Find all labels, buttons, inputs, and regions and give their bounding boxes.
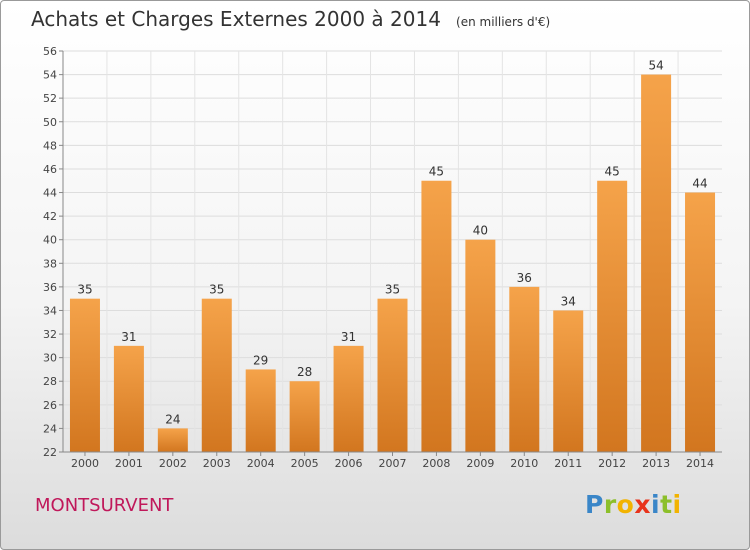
logo-letter: i <box>651 490 661 519</box>
bar-value-label: 31 <box>341 330 356 344</box>
y-tick-label: 34 <box>43 304 57 317</box>
title-row: Achats et Charges Externes 2000 à 2014 (… <box>31 7 550 31</box>
proxiti-logo: Proxiti <box>585 490 682 519</box>
bar <box>597 180 628 452</box>
bar-value-label: 35 <box>77 283 92 297</box>
bar-value-label: 54 <box>648 59 663 73</box>
x-tick-label: 2009 <box>466 457 494 470</box>
bar <box>377 298 408 452</box>
bar <box>201 298 232 452</box>
logo-letter: t <box>660 490 673 519</box>
x-tick-label: 2002 <box>159 457 187 470</box>
bar-value-labels: 35 31 24 35 29 28 31 35 45 40 36 34 45 54 44 <box>77 59 707 427</box>
x-tick-label: 2004 <box>247 457 275 470</box>
y-tick-label: 42 <box>43 210 57 223</box>
bar-value-label: 44 <box>692 177 707 191</box>
bar-value-label: 34 <box>561 294 576 308</box>
x-tick-labels: 2000 2001 2002 2003 2004 2005 2006 2007 2008 2009… <box>71 457 714 470</box>
logo-letter: i <box>672 490 682 519</box>
y-tick-label: 22 <box>43 446 57 459</box>
logo-letter: r <box>603 490 617 519</box>
bar-value-label: 35 <box>385 283 400 297</box>
x-tick-label: 2007 <box>379 457 407 470</box>
y-tick-label: 48 <box>43 139 57 152</box>
bar-value-label: 29 <box>253 353 268 367</box>
y-tick-label: 36 <box>43 281 57 294</box>
y-tick-label: 52 <box>43 92 57 105</box>
bar <box>157 428 188 452</box>
bar-value-label: 24 <box>165 412 180 426</box>
bar-value-label: 28 <box>297 365 312 379</box>
x-tick-label: 2011 <box>554 457 582 470</box>
bar-value-label: 36 <box>517 271 532 285</box>
x-tick-label: 2005 <box>291 457 319 470</box>
bar <box>421 180 452 452</box>
y-tick-label: 26 <box>43 399 57 412</box>
y-tick-label: 38 <box>43 257 57 270</box>
bar-value-label: 45 <box>429 165 444 179</box>
x-tick-label: 2003 <box>203 457 231 470</box>
y-tick-label: 40 <box>43 234 57 247</box>
bar <box>465 239 496 452</box>
bar <box>641 74 672 453</box>
bar <box>113 345 144 452</box>
y-tick-label: 28 <box>43 375 57 388</box>
bars <box>69 74 716 453</box>
y-tick-label: 56 <box>43 45 57 58</box>
x-tick-label: 2013 <box>642 457 670 470</box>
axes <box>59 50 722 456</box>
bar-value-label: 40 <box>473 224 488 238</box>
y-tick-label: 32 <box>43 328 57 341</box>
bar <box>685 192 716 452</box>
y-tick-label: 46 <box>43 163 57 176</box>
x-tick-label: 2012 <box>598 457 626 470</box>
bar <box>333 345 364 452</box>
bar <box>245 369 276 452</box>
bar <box>553 310 584 452</box>
y-tick-labels: 22 24 26 28 30 32 34 36 38 40 42 44 46 48 50 52 54 56 <box>43 45 57 459</box>
y-tick-label: 54 <box>43 69 57 82</box>
x-tick-label: 2010 <box>510 457 538 470</box>
y-tick-label: 30 <box>43 352 57 365</box>
chart-title: Achats et Charges Externes 2000 à 2014 <box>31 7 441 31</box>
bar-value-label: 31 <box>121 330 136 344</box>
commune-name: MONTSURVENT <box>35 495 174 516</box>
y-tick-label: 24 <box>43 422 57 435</box>
bar <box>509 286 540 452</box>
x-tick-label: 2000 <box>71 457 99 470</box>
chart-subtitle: (en milliers d'€) <box>456 15 551 29</box>
y-tick-label: 50 <box>43 116 57 129</box>
x-tick-label: 2006 <box>335 457 363 470</box>
logo-letter: P <box>585 490 604 519</box>
x-tick-label: 2001 <box>115 457 143 470</box>
x-tick-label: 2008 <box>422 457 450 470</box>
y-tick-label: 44 <box>43 187 57 200</box>
x-tick-label: 2014 <box>686 457 714 470</box>
logo-letter: x <box>634 490 651 519</box>
bar <box>69 298 100 452</box>
bar-value-label: 45 <box>605 165 620 179</box>
bar <box>289 381 320 452</box>
bar-value-label: 35 <box>209 283 224 297</box>
logo-letter: o <box>616 490 635 519</box>
